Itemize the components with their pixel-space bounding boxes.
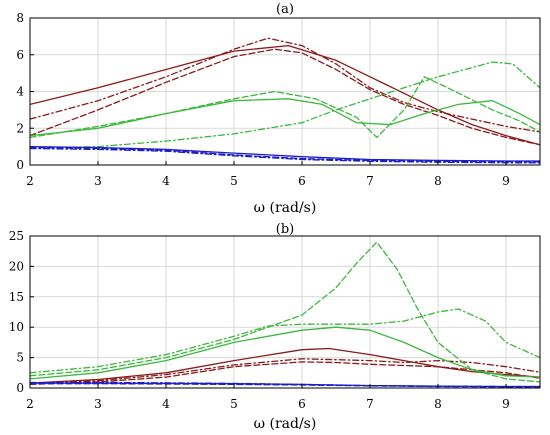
x-tick-label: 4	[162, 174, 170, 188]
x-tick-label: 7	[366, 397, 374, 411]
series-line-1	[30, 44, 540, 146]
series-line-5	[30, 76, 540, 139]
chart-panel-b: 2 3 4 5 6 7 8 9 0 5 10 15 20 25 (b) ω (rad/s)	[9, 222, 541, 432]
y-tick-label: 6	[16, 48, 24, 62]
panel-title: (b)	[276, 222, 294, 237]
x-tick-label: 2	[26, 174, 34, 188]
y-tick-label: 0	[16, 381, 24, 395]
y-tick-label: 5	[16, 351, 24, 365]
x-tick-label: 7	[366, 174, 374, 188]
panel-title: (a)	[276, 2, 294, 17]
x-tick-label: 5	[230, 397, 238, 411]
y-tick-label: 8	[16, 11, 24, 25]
x-tick-label: 9	[502, 397, 510, 411]
x-axis-label: ω (rad/s)	[254, 200, 317, 216]
series-group	[30, 37, 540, 164]
x-tick-label: 3	[94, 397, 102, 411]
series-group	[30, 241, 540, 388]
series-line-1	[30, 347, 540, 384]
y-tick-label: 0	[16, 158, 24, 172]
series-line-5	[30, 241, 540, 383]
x-tick-label: 5	[230, 174, 238, 188]
x-axis-label: ω (rad/s)	[254, 416, 317, 432]
y-tick-label: 20	[9, 259, 24, 273]
plot-frame	[29, 235, 541, 389]
x-tick-label: 8	[434, 174, 442, 188]
x-tick-label: 2	[26, 397, 34, 411]
series-line-2	[30, 358, 540, 385]
series-line-6	[30, 61, 540, 150]
series-line-3	[30, 48, 540, 146]
y-tick-label: 25	[9, 229, 24, 243]
x-tick-label: 8	[434, 397, 442, 411]
x-tick-label: 6	[298, 174, 306, 188]
x-tick-label: 3	[94, 174, 102, 188]
series-line-8	[30, 146, 540, 163]
series-line-9	[30, 147, 540, 164]
x-tick-label: 6	[298, 397, 306, 411]
y-tick-label: 15	[9, 290, 24, 304]
y-tick-label: 2	[16, 121, 24, 135]
x-tick-label: 9	[502, 174, 510, 188]
series-line-2	[30, 37, 540, 133]
y-tick-label: 10	[9, 320, 24, 334]
y-tick-label: 4	[16, 85, 24, 99]
series-line-6	[30, 308, 540, 374]
series-line-7	[30, 145, 540, 162]
x-tick-label: 4	[162, 397, 170, 411]
